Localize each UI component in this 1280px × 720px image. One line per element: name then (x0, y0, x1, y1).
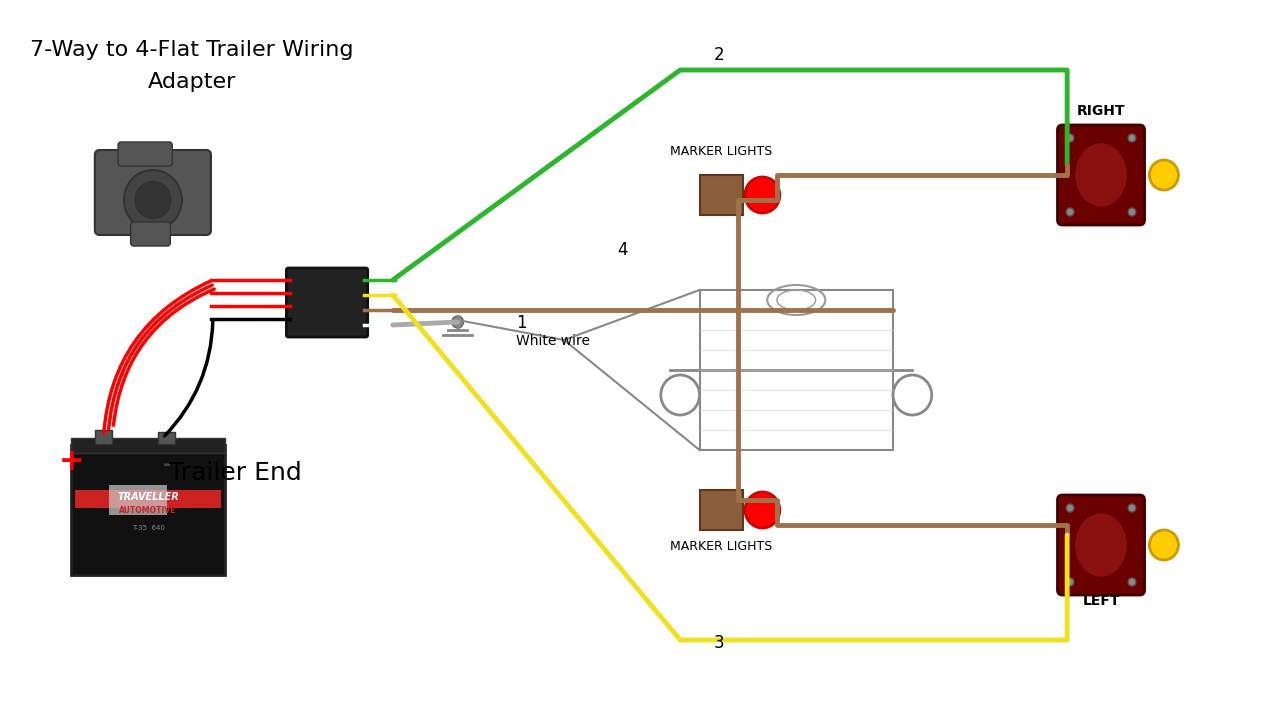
Circle shape (1149, 530, 1179, 560)
FancyBboxPatch shape (1057, 495, 1144, 595)
Text: MARKER LIGHTS: MARKER LIGHTS (669, 145, 772, 158)
Bar (70, 438, 225, 453)
Text: 1: 1 (516, 314, 526, 332)
Bar (95, 430, 113, 444)
FancyBboxPatch shape (131, 222, 170, 246)
Circle shape (1128, 504, 1135, 512)
Circle shape (1128, 208, 1135, 216)
Circle shape (1066, 208, 1074, 216)
Text: LEFT: LEFT (1083, 594, 1120, 608)
Bar (76, 490, 220, 508)
Text: TRAVELLER: TRAVELLER (118, 492, 179, 502)
Text: +: + (59, 447, 84, 476)
Bar (109, 485, 168, 515)
Text: RIGHT: RIGHT (1076, 104, 1125, 118)
Text: 4: 4 (617, 241, 627, 259)
FancyBboxPatch shape (95, 150, 211, 235)
FancyBboxPatch shape (118, 142, 173, 166)
Circle shape (1149, 160, 1179, 190)
FancyBboxPatch shape (287, 268, 367, 337)
Text: 7-Way to 4-Flat Trailer Wiring: 7-Way to 4-Flat Trailer Wiring (29, 40, 353, 60)
Bar (699, 175, 744, 215)
Text: Trailer End: Trailer End (169, 461, 302, 485)
Text: MARKER LIGHTS: MARKER LIGHTS (669, 540, 772, 553)
Text: T-35  640: T-35 640 (132, 525, 165, 531)
Text: 2: 2 (714, 46, 724, 64)
Text: AUTOMOTIVE: AUTOMOTIVE (119, 506, 177, 515)
FancyBboxPatch shape (1057, 125, 1144, 225)
Circle shape (133, 180, 173, 220)
Circle shape (1066, 134, 1074, 142)
Bar (70, 445, 225, 575)
Ellipse shape (1074, 143, 1128, 207)
Circle shape (745, 177, 780, 213)
Ellipse shape (1074, 513, 1128, 577)
Bar (699, 490, 744, 530)
Text: -: - (163, 455, 170, 474)
Circle shape (1066, 504, 1074, 512)
Circle shape (1128, 134, 1135, 142)
Text: 3: 3 (714, 634, 724, 652)
Bar (699, 290, 893, 450)
Bar (157, 432, 175, 444)
Text: White wire: White wire (516, 334, 590, 348)
Text: Adapter: Adapter (147, 72, 236, 92)
Circle shape (124, 170, 182, 230)
Circle shape (452, 316, 463, 328)
Circle shape (1066, 578, 1074, 586)
Circle shape (1128, 578, 1135, 586)
Circle shape (745, 492, 780, 528)
